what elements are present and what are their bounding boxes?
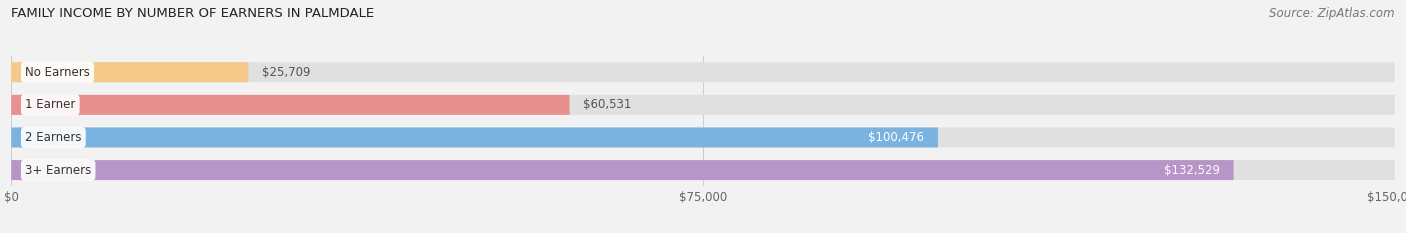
FancyBboxPatch shape <box>11 62 1395 82</box>
FancyBboxPatch shape <box>11 160 1395 180</box>
FancyBboxPatch shape <box>11 160 1233 180</box>
Text: 3+ Earners: 3+ Earners <box>25 164 91 177</box>
Text: No Earners: No Earners <box>25 66 90 79</box>
FancyBboxPatch shape <box>11 62 249 82</box>
FancyBboxPatch shape <box>11 127 1395 147</box>
Text: 2 Earners: 2 Earners <box>25 131 82 144</box>
Text: $25,709: $25,709 <box>262 66 311 79</box>
Text: $100,476: $100,476 <box>868 131 924 144</box>
Text: $132,529: $132,529 <box>1164 164 1220 177</box>
FancyBboxPatch shape <box>11 127 938 147</box>
Text: Source: ZipAtlas.com: Source: ZipAtlas.com <box>1270 7 1395 20</box>
Text: 1 Earner: 1 Earner <box>25 98 76 111</box>
Text: $60,531: $60,531 <box>583 98 631 111</box>
FancyBboxPatch shape <box>11 95 569 115</box>
Text: FAMILY INCOME BY NUMBER OF EARNERS IN PALMDALE: FAMILY INCOME BY NUMBER OF EARNERS IN PA… <box>11 7 374 20</box>
FancyBboxPatch shape <box>11 95 1395 115</box>
